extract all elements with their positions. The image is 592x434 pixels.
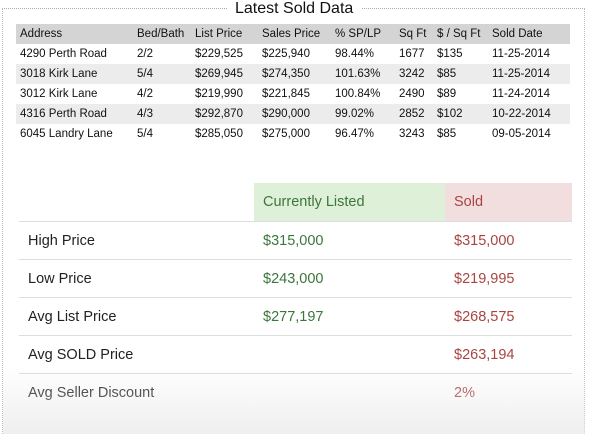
summary-header-row: Currently Listed Sold [19,183,572,222]
col-header-list-price: List Price [191,24,258,44]
cell-bed-bath: 4/3 [133,104,191,124]
cell-address: 6045 Landry Lane [20,128,113,140]
cell-sales-price: $275,000 [262,128,310,140]
cell-sp-lp: 98.44% [335,48,375,60]
row-label-avg-list-price: Avg List Price [19,297,254,336]
sold-value: 2% [445,373,572,411]
summary-row: Avg List Price $277,197 $268,575 [19,297,572,336]
row-label-avg-sold-price: Avg SOLD Price [19,335,254,374]
cell-sold-date: 10-22-2014 [488,104,570,124]
cell-sp-lp: 100.84% [335,88,381,100]
cell-bed-bath: 5/4 [133,64,191,84]
col-header-sold: Sold [445,183,572,222]
cell-price-per-sqft: $102 [433,104,488,124]
cell-sq-ft: 3243 [399,128,425,140]
listed-value [254,373,445,411]
cell-list-price: $285,050 [195,128,243,140]
cell-sold-date: 11-25-2014 [492,48,550,60]
summary-row: Avg Seller Discount 2% [19,373,572,411]
cell-list-price: $229,525 [195,48,243,60]
col-header-sp-lp: % SP/LP [331,24,395,44]
row-label-low-price: Low Price [19,259,254,298]
cell-sold-date: 11-25-2014 [488,64,570,84]
cell-sp-lp: 96.47% [335,128,375,140]
cell-price-per-sqft: $85 [437,128,457,140]
listed-value: $277,197 [254,297,445,336]
cell-sp-lp: 101.63% [331,64,395,84]
cell-address: 3012 Kirk Lane [20,88,98,100]
cell-sold-date: 09-05-2014 [492,128,551,140]
cell-sq-ft: 2852 [395,104,433,124]
sold-value: $263,194 [445,335,572,374]
cell-sold-date: 11-24-2014 [492,88,550,100]
panel-title: Latest Sold Data [227,0,362,18]
cell-bed-bath: 5/4 [137,128,153,140]
cell-address: 4290 Perth Road [20,48,107,60]
col-header-address: Address [16,24,133,44]
summary-row: Low Price $243,000 $219,995 [19,259,572,298]
price-summary-table: Currently Listed Sold High Price $315,00… [19,183,572,411]
cell-address: 4316 Perth Road [16,104,133,124]
col-header-sold-date: Sold Date [488,24,570,44]
table-row: 4316 Perth Road 4/3 $292,870 $290,000 99… [16,104,570,124]
table-row: 3012 Kirk Lane 4/2 $219,990 $221,845 100… [16,84,570,104]
row-label-avg-seller-discount: Avg Seller Discount [19,373,254,411]
sold-value: $219,995 [445,259,572,298]
col-header-bed-bath: Bed/Bath [133,24,191,44]
listed-value [254,335,445,374]
cell-sales-price: $290,000 [258,104,331,124]
summary-corner [19,183,254,222]
table-row: 6045 Landry Lane 5/4 $285,050 $275,000 9… [16,124,570,144]
cell-sales-price: $225,940 [262,48,310,60]
cell-price-per-sqft: $135 [437,48,463,60]
table-row: 3018 Kirk Lane 5/4 $269,945 $274,350 101… [16,64,570,84]
cell-sp-lp: 99.02% [331,104,395,124]
col-header-sales-price: Sales Price [258,24,331,44]
col-header-currently-listed: Currently Listed [254,183,445,222]
cell-sales-price: $221,845 [262,88,310,100]
listed-value: $243,000 [254,259,445,298]
cell-list-price: $292,870 [191,104,258,124]
col-header-sq-ft: Sq Ft [395,24,433,44]
cell-bed-bath: 4/2 [137,88,153,100]
sold-value: $268,575 [445,297,572,336]
summary-row: High Price $315,000 $315,000 [19,221,572,260]
cell-sq-ft: 1677 [399,48,425,60]
cell-sales-price: $274,350 [258,64,331,84]
cell-list-price: $219,990 [195,88,243,100]
sold-value: $315,000 [445,221,572,260]
col-header-price-per-sqft: $ / Sq Ft [433,24,488,44]
cell-price-per-sqft: $85 [433,64,488,84]
summary-row: Avg SOLD Price $263,194 [19,335,572,374]
listed-value: $315,000 [254,221,445,260]
cell-address: 3018 Kirk Lane [16,64,133,84]
table-header-row: Address Bed/Bath List Price Sales Price … [16,24,570,44]
sold-listings-table: Address Bed/Bath List Price Sales Price … [16,24,570,144]
cell-sq-ft: 2490 [399,88,425,100]
cell-price-per-sqft: $89 [437,88,457,100]
row-label-high-price: High Price [19,221,254,260]
table-row: 4290 Perth Road 2/2 $229,525 $225,940 98… [16,44,570,64]
cell-list-price: $269,945 [191,64,258,84]
cell-bed-bath: 2/2 [137,48,153,60]
cell-sq-ft: 3242 [395,64,433,84]
